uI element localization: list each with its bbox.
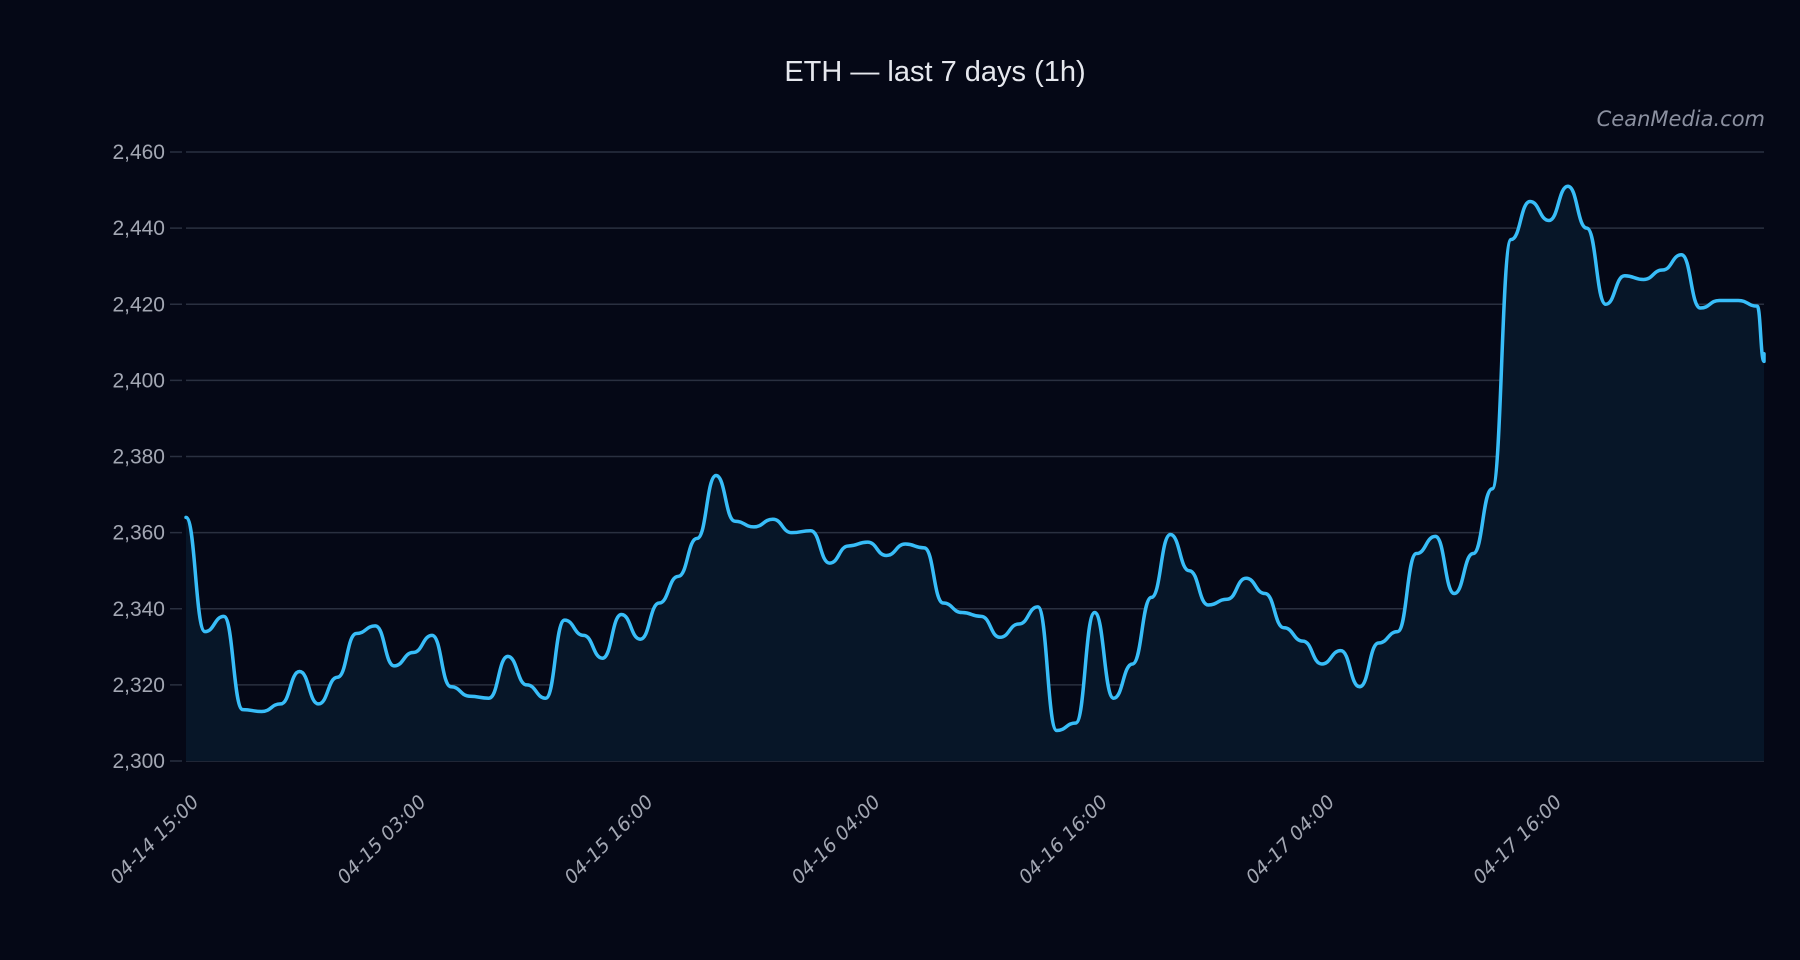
x-tick-label: 04-16 16:00 — [1015, 791, 1113, 889]
y-tick-label: 2,340 — [112, 598, 165, 621]
x-tick-label: 04-16 04:00 — [787, 791, 885, 889]
watermark: CeanMedia.com — [1596, 107, 1765, 131]
chart-title: ETH — last 7 days (1h) — [784, 56, 1086, 88]
y-axis: 2,300 2,320 2,340 2,360 2,380 2,400 2,420 2,440… — [112, 141, 182, 773]
y-tick-label: 2,360 — [112, 522, 165, 545]
x-tick-label: 04-15 16:00 — [560, 791, 658, 889]
x-axis: 04-14 15:00 04-15 03:00 04-15 16:00 04-16 0… — [106, 791, 1567, 889]
y-tick-label: 2,400 — [112, 369, 165, 392]
y-tick-label: 2,460 — [112, 141, 165, 164]
area-fill — [186, 186, 1764, 762]
y-tick-label: 2,320 — [112, 674, 165, 697]
price-line — [184, 184, 1766, 733]
x-tick-label: 04-17 04:00 — [1242, 791, 1340, 889]
x-tick-label: 04-17 16:00 — [1469, 791, 1567, 889]
y-tick-label: 2,300 — [112, 750, 165, 773]
x-tick-label: 04-14 15:00 — [106, 791, 204, 889]
y-tick-label: 2,440 — [112, 217, 165, 240]
y-tick-label: 2,420 — [112, 293, 165, 316]
x-tick-label: 04-15 03:00 — [333, 791, 431, 889]
y-tick-label: 2,380 — [112, 446, 165, 469]
